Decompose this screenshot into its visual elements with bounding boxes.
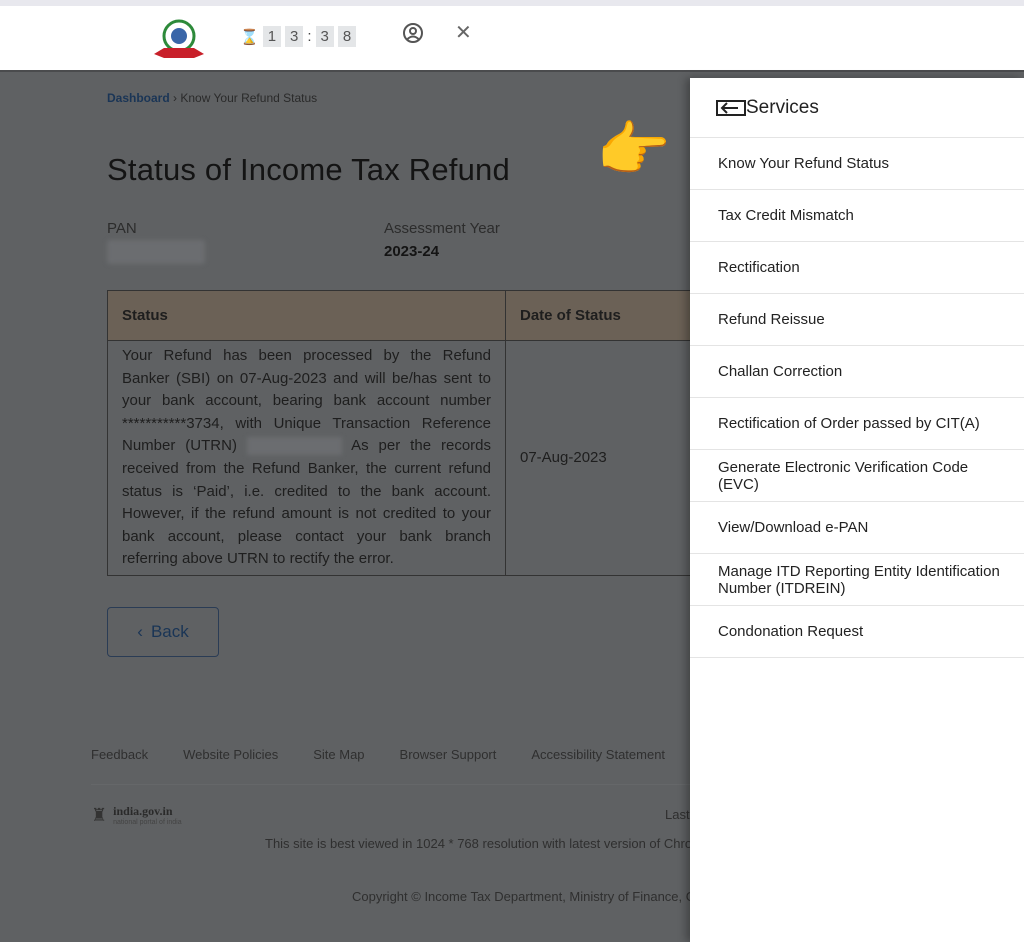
back-button[interactable]: ‹ Back bbox=[107, 607, 219, 657]
gov-name: india.gov.in bbox=[113, 804, 173, 818]
refund-status-table: Status Date of Status Your Refund has be… bbox=[107, 290, 707, 576]
service-know-refund-status[interactable]: Know Your Refund Status bbox=[690, 138, 1024, 190]
service-challan-correction[interactable]: Challan Correction bbox=[690, 346, 1024, 398]
pan-label: PAN bbox=[107, 220, 137, 237]
footer-divider bbox=[91, 784, 691, 785]
pan-value-redacted bbox=[107, 240, 205, 264]
breadcrumb: Dashboard › Know Your Refund Status bbox=[107, 91, 317, 105]
footer-link-website-policies[interactable]: Website Policies bbox=[183, 747, 279, 762]
timer-digit: 3 bbox=[315, 26, 334, 47]
close-icon[interactable]: ✕ bbox=[455, 22, 472, 44]
timer-digit: 3 bbox=[285, 26, 304, 47]
services-panel: Services Know Your Refund Status Tax Cre… bbox=[690, 78, 1024, 942]
date-cell: 07-Aug-2023 bbox=[505, 340, 707, 576]
status-text-part1: Your Refund has been processed by the Re… bbox=[122, 347, 491, 455]
footer-link-browser-support[interactable]: Browser Support bbox=[399, 747, 497, 762]
page-title: Status of Income Tax Refund bbox=[107, 152, 510, 187]
service-generate-evc[interactable]: Generate Electronic Verification Code (E… bbox=[690, 450, 1024, 502]
copyright-text: Copyright © Income Tax Department, Minis… bbox=[352, 889, 690, 904]
session-timer: ⌛ 1 3 : 3 8 bbox=[240, 26, 357, 47]
services-title: Services bbox=[746, 96, 819, 118]
table-header-row: Status Date of Status bbox=[107, 290, 707, 341]
service-refund-reissue[interactable]: Refund Reissue bbox=[690, 294, 1024, 346]
pointing-hand-emoji: 👉 bbox=[596, 116, 671, 183]
status-cell: Your Refund has been processed by the Re… bbox=[107, 340, 506, 576]
timer-digit: 8 bbox=[337, 26, 357, 47]
assessment-year-value: 2023-24 bbox=[384, 243, 440, 260]
back-label: Back bbox=[150, 622, 189, 641]
service-rectification-cita[interactable]: Rectification of Order passed by CIT(A) bbox=[690, 398, 1024, 450]
chevron-left-icon: ‹ bbox=[137, 622, 143, 641]
service-condonation-request[interactable]: Condonation Request bbox=[690, 606, 1024, 658]
footer-link-site-map[interactable]: Site Map bbox=[313, 747, 365, 762]
services-header: Services bbox=[690, 78, 1024, 138]
service-tax-credit-mismatch[interactable]: Tax Credit Mismatch bbox=[690, 190, 1024, 242]
footer-link-accessibility[interactable]: Accessibility Statement bbox=[531, 747, 666, 762]
gov-sub: national portal of india bbox=[113, 819, 182, 826]
table-row: Your Refund has been processed by the Re… bbox=[107, 340, 707, 576]
assessment-year-label: Assessment Year bbox=[384, 220, 500, 237]
india-gov-logo[interactable]: ♜ india.gov.in national portal of india bbox=[91, 804, 182, 826]
main-content: Dashboard › Know Your Refund Status Stat… bbox=[0, 72, 707, 942]
top-border bbox=[0, 0, 1024, 6]
emblem-logo bbox=[154, 19, 204, 58]
emblem-icon: ♜ bbox=[91, 804, 108, 825]
arrow-left-icon[interactable] bbox=[716, 99, 746, 116]
column-header-date: Date of Status bbox=[505, 290, 707, 341]
service-manage-itdrein[interactable]: Manage ITD Reporting Entity Identificati… bbox=[690, 554, 1024, 606]
breadcrumb-separator: › bbox=[173, 91, 178, 105]
user-icon[interactable] bbox=[402, 22, 424, 44]
service-rectification[interactable]: Rectification bbox=[690, 242, 1024, 294]
column-header-status: Status bbox=[107, 290, 506, 341]
service-download-epan[interactable]: View/Download e-PAN bbox=[690, 502, 1024, 554]
best-viewed-text: This site is best viewed in 1024 * 768 r… bbox=[265, 836, 690, 851]
last-updated: Last bbox=[665, 807, 690, 822]
breadcrumb-current: Know Your Refund Status bbox=[180, 91, 318, 105]
header: ⌛ 1 3 : 3 8 ✕ bbox=[0, 6, 1024, 72]
footer-links: Feedback Website Policies Site Map Brows… bbox=[91, 747, 665, 762]
breadcrumb-dashboard[interactable]: Dashboard bbox=[107, 91, 170, 105]
status-text-part2: As per the records received from the Ref… bbox=[122, 437, 492, 568]
timer-digit: 1 bbox=[262, 26, 282, 47]
utrn-redacted bbox=[246, 437, 342, 456]
timer-colon: : bbox=[307, 28, 312, 45]
footer-link-feedback[interactable]: Feedback bbox=[91, 747, 149, 762]
hourglass-icon: ⌛ bbox=[240, 28, 259, 46]
